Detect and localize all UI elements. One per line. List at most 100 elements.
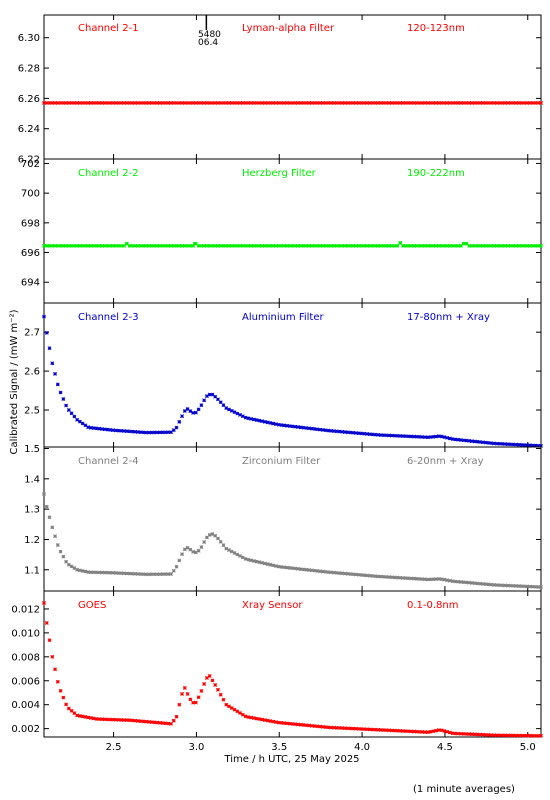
panel-3-data-point bbox=[174, 425, 179, 430]
panel-2-data-point bbox=[287, 243, 292, 248]
panel-4-data-point bbox=[533, 584, 538, 589]
panel-1-frame bbox=[43, 14, 542, 160]
panel-1-data-point bbox=[152, 100, 157, 105]
panel-5-data-point bbox=[481, 732, 485, 737]
x-tick-label: 5.0 bbox=[520, 742, 536, 753]
panel-1-data-point bbox=[370, 100, 375, 105]
panel-5-data-point bbox=[392, 728, 397, 733]
panel-5-data-point bbox=[158, 720, 162, 725]
panel-2-data-point bbox=[514, 243, 519, 248]
panel-5-data-point bbox=[105, 717, 110, 722]
panel-1-data-point bbox=[124, 100, 129, 105]
panel-4-data-point bbox=[238, 554, 242, 558]
panel-3-data-point bbox=[326, 428, 331, 433]
panel-1-data-point bbox=[158, 100, 162, 105]
panel-1-data-point bbox=[155, 100, 160, 105]
panel-2-data-point bbox=[202, 243, 207, 248]
panel-3-data-point bbox=[296, 425, 300, 429]
panel-1-data-point bbox=[102, 100, 107, 105]
panel-3-data-point bbox=[489, 441, 494, 446]
panel-1-data-point bbox=[130, 100, 135, 105]
panel-4-data-point bbox=[180, 552, 184, 557]
panel-4-data-point bbox=[290, 566, 295, 571]
panel-5-data-point bbox=[50, 654, 55, 659]
panel-2-data-point bbox=[420, 243, 425, 248]
panel-1-data-point bbox=[334, 100, 339, 105]
panel-4-data-point bbox=[124, 571, 129, 576]
panel-3-data-point bbox=[199, 403, 204, 408]
panel-4-ytick-label: 1.4 bbox=[24, 474, 40, 485]
panel-5-data-point bbox=[100, 717, 104, 722]
panel-1-filter: Lyman-alpha Filter bbox=[242, 23, 335, 34]
panel-2-data-point bbox=[373, 243, 378, 248]
panel-4-data-point bbox=[147, 572, 151, 577]
panel-1-data-point bbox=[445, 100, 450, 105]
x-tick-label: 3.0 bbox=[188, 742, 204, 753]
panel-4-data-point bbox=[296, 566, 300, 571]
time-marker-label-bottom: 06.4 bbox=[198, 38, 218, 48]
panel-5-data-point bbox=[155, 720, 160, 725]
panel-2-data-point bbox=[464, 241, 469, 246]
panel-5-data-point bbox=[450, 731, 455, 736]
panel-3-data-point bbox=[439, 434, 444, 439]
panel-3-data-point bbox=[166, 430, 171, 435]
panel-5-data-point bbox=[508, 733, 513, 738]
panel-4-data-point bbox=[425, 577, 430, 582]
panel-4-data-point bbox=[188, 547, 193, 552]
panel-1-data-point bbox=[77, 100, 82, 105]
panel-1-data-point bbox=[389, 100, 394, 105]
panel-5-data-point bbox=[119, 718, 124, 722]
panel-3-data-point bbox=[243, 415, 248, 420]
panel-5-data-point bbox=[409, 729, 414, 734]
panel-4-data-point bbox=[113, 570, 118, 575]
panel-5-data-point bbox=[47, 638, 52, 643]
panel-4-data-point bbox=[304, 567, 309, 572]
panel-1-data-point bbox=[135, 100, 140, 105]
panel-3-data-point bbox=[193, 410, 198, 415]
panel-2-data-point bbox=[282, 243, 287, 248]
panel-4-data-point bbox=[467, 580, 472, 585]
panel-1-data-point bbox=[486, 100, 491, 105]
panel-1-data-point bbox=[450, 100, 455, 105]
panel-2-data-point bbox=[224, 243, 229, 248]
panel-1-data-point bbox=[343, 100, 347, 105]
panel-1-data-point bbox=[528, 100, 532, 105]
panel-5-data-point bbox=[334, 725, 339, 730]
panel-4-data-point bbox=[370, 574, 375, 578]
panel-5-data-point bbox=[293, 722, 298, 727]
panel-3-data-point bbox=[320, 428, 325, 432]
panel-3-data-point bbox=[525, 443, 530, 448]
panel-1-data-point bbox=[160, 100, 165, 105]
panel-1-data-point bbox=[461, 100, 466, 105]
panel-4-data-point bbox=[130, 571, 135, 576]
panel-5-data-point bbox=[459, 731, 463, 736]
panel-1-data-point bbox=[425, 100, 430, 105]
panel-2-data-point bbox=[508, 243, 513, 248]
panel-4-data-point bbox=[464, 580, 469, 585]
panel-2-data-point bbox=[293, 243, 298, 248]
y-axis-label: Calibrated Signal / (mW m⁻²) bbox=[9, 309, 20, 454]
panel-1-data-point bbox=[221, 100, 226, 105]
panel-3-data-point bbox=[124, 429, 129, 434]
panel-2-data-point bbox=[462, 241, 467, 246]
panel-2-data-point bbox=[351, 243, 356, 248]
panel-4-data-point bbox=[348, 572, 353, 576]
panel-3-data-point bbox=[423, 435, 427, 440]
panel-2-data-point bbox=[188, 243, 193, 248]
panel-5-data-point bbox=[122, 718, 126, 722]
panel-5-data-point bbox=[472, 732, 477, 737]
panel-2-data-point bbox=[149, 243, 154, 248]
panel-1-data-point bbox=[138, 100, 143, 105]
panel-5-data-point bbox=[340, 726, 345, 730]
panel-2-data-point bbox=[171, 243, 176, 248]
panel-1-data-point bbox=[180, 100, 184, 105]
panel-3-data-point bbox=[442, 435, 447, 440]
panel-4-data-point bbox=[511, 583, 516, 588]
panel-4-data-point bbox=[367, 573, 372, 578]
panel-1-data-point bbox=[376, 100, 381, 105]
panel-5-data-point bbox=[166, 721, 171, 726]
panel-5-data-point bbox=[111, 717, 115, 722]
panel-2-data-point bbox=[227, 243, 231, 248]
panel-3-data-point bbox=[323, 428, 328, 433]
panel-2-data-point bbox=[356, 243, 361, 248]
